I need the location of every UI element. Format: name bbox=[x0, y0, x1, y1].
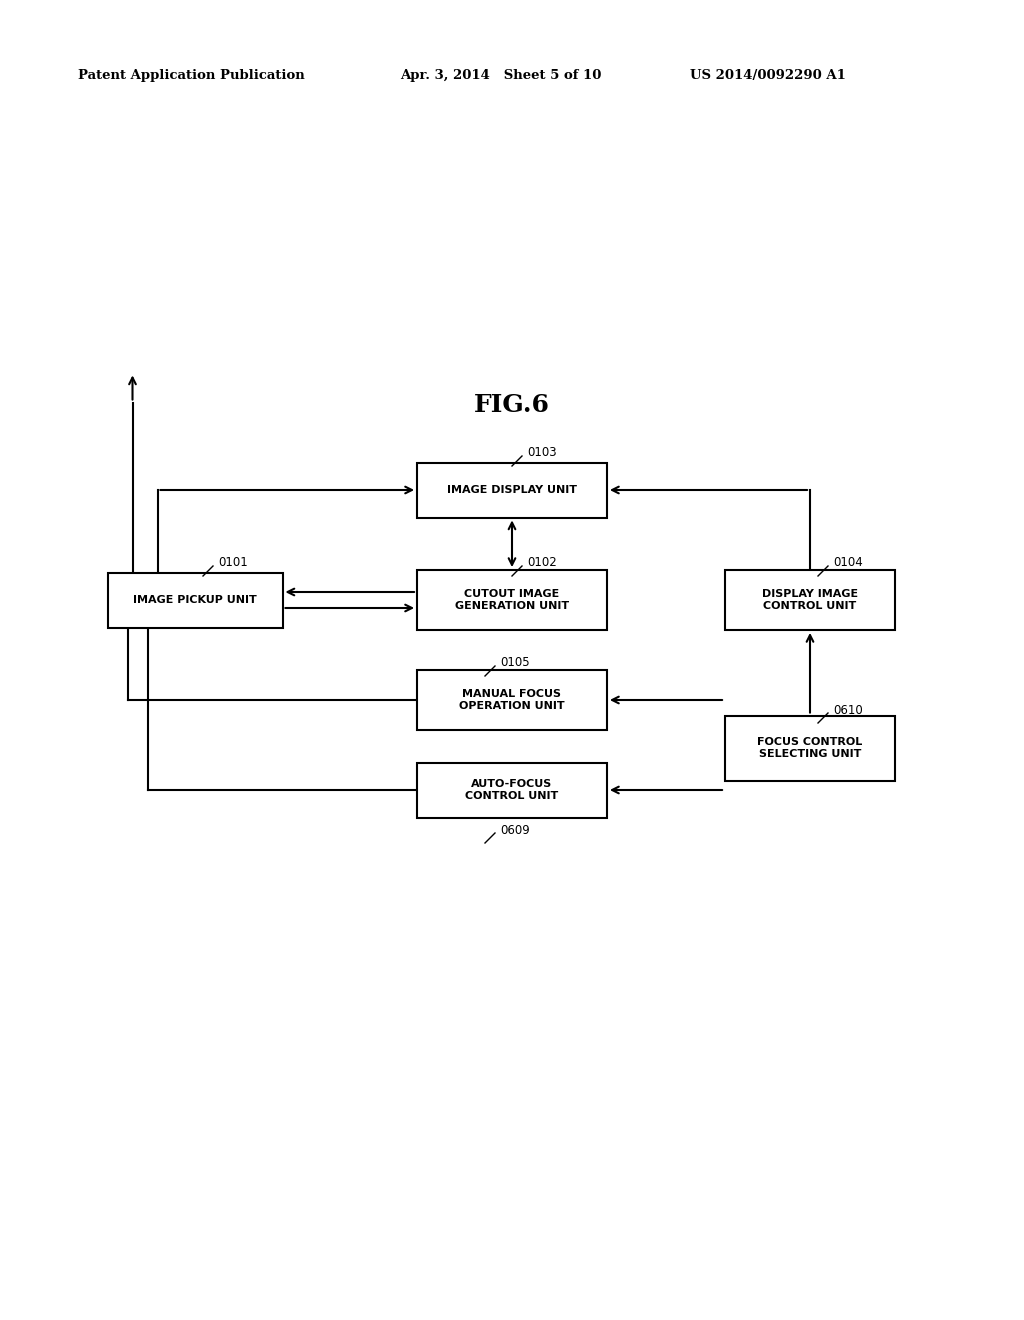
Text: DISPLAY IMAGE
CONTROL UNIT: DISPLAY IMAGE CONTROL UNIT bbox=[762, 589, 858, 611]
Text: CUTOUT IMAGE
GENERATION UNIT: CUTOUT IMAGE GENERATION UNIT bbox=[455, 589, 569, 611]
Bar bbox=[725, 715, 895, 780]
Text: 0102: 0102 bbox=[527, 557, 557, 569]
Bar bbox=[417, 570, 607, 630]
Text: US 2014/0092290 A1: US 2014/0092290 A1 bbox=[690, 69, 846, 82]
Text: 0104: 0104 bbox=[833, 557, 863, 569]
Text: Apr. 3, 2014   Sheet 5 of 10: Apr. 3, 2014 Sheet 5 of 10 bbox=[400, 69, 601, 82]
Bar bbox=[417, 671, 607, 730]
Text: 0609: 0609 bbox=[500, 824, 529, 837]
Bar bbox=[108, 573, 283, 627]
Text: 0103: 0103 bbox=[527, 446, 557, 459]
Text: MANUAL FOCUS
OPERATION UNIT: MANUAL FOCUS OPERATION UNIT bbox=[459, 689, 565, 710]
Text: 0610: 0610 bbox=[833, 704, 863, 717]
Text: FOCUS CONTROL
SELECTING UNIT: FOCUS CONTROL SELECTING UNIT bbox=[758, 737, 862, 759]
Text: FIG.6: FIG.6 bbox=[474, 393, 550, 417]
Text: IMAGE PICKUP UNIT: IMAGE PICKUP UNIT bbox=[133, 595, 257, 605]
Text: Patent Application Publication: Patent Application Publication bbox=[78, 69, 305, 82]
Bar bbox=[725, 570, 895, 630]
Text: AUTO-FOCUS
CONTROL UNIT: AUTO-FOCUS CONTROL UNIT bbox=[465, 779, 559, 801]
Bar bbox=[417, 462, 607, 517]
Text: 0101: 0101 bbox=[218, 557, 248, 569]
Bar bbox=[417, 763, 607, 817]
Text: IMAGE DISPLAY UNIT: IMAGE DISPLAY UNIT bbox=[447, 484, 577, 495]
Text: 0105: 0105 bbox=[500, 656, 529, 669]
